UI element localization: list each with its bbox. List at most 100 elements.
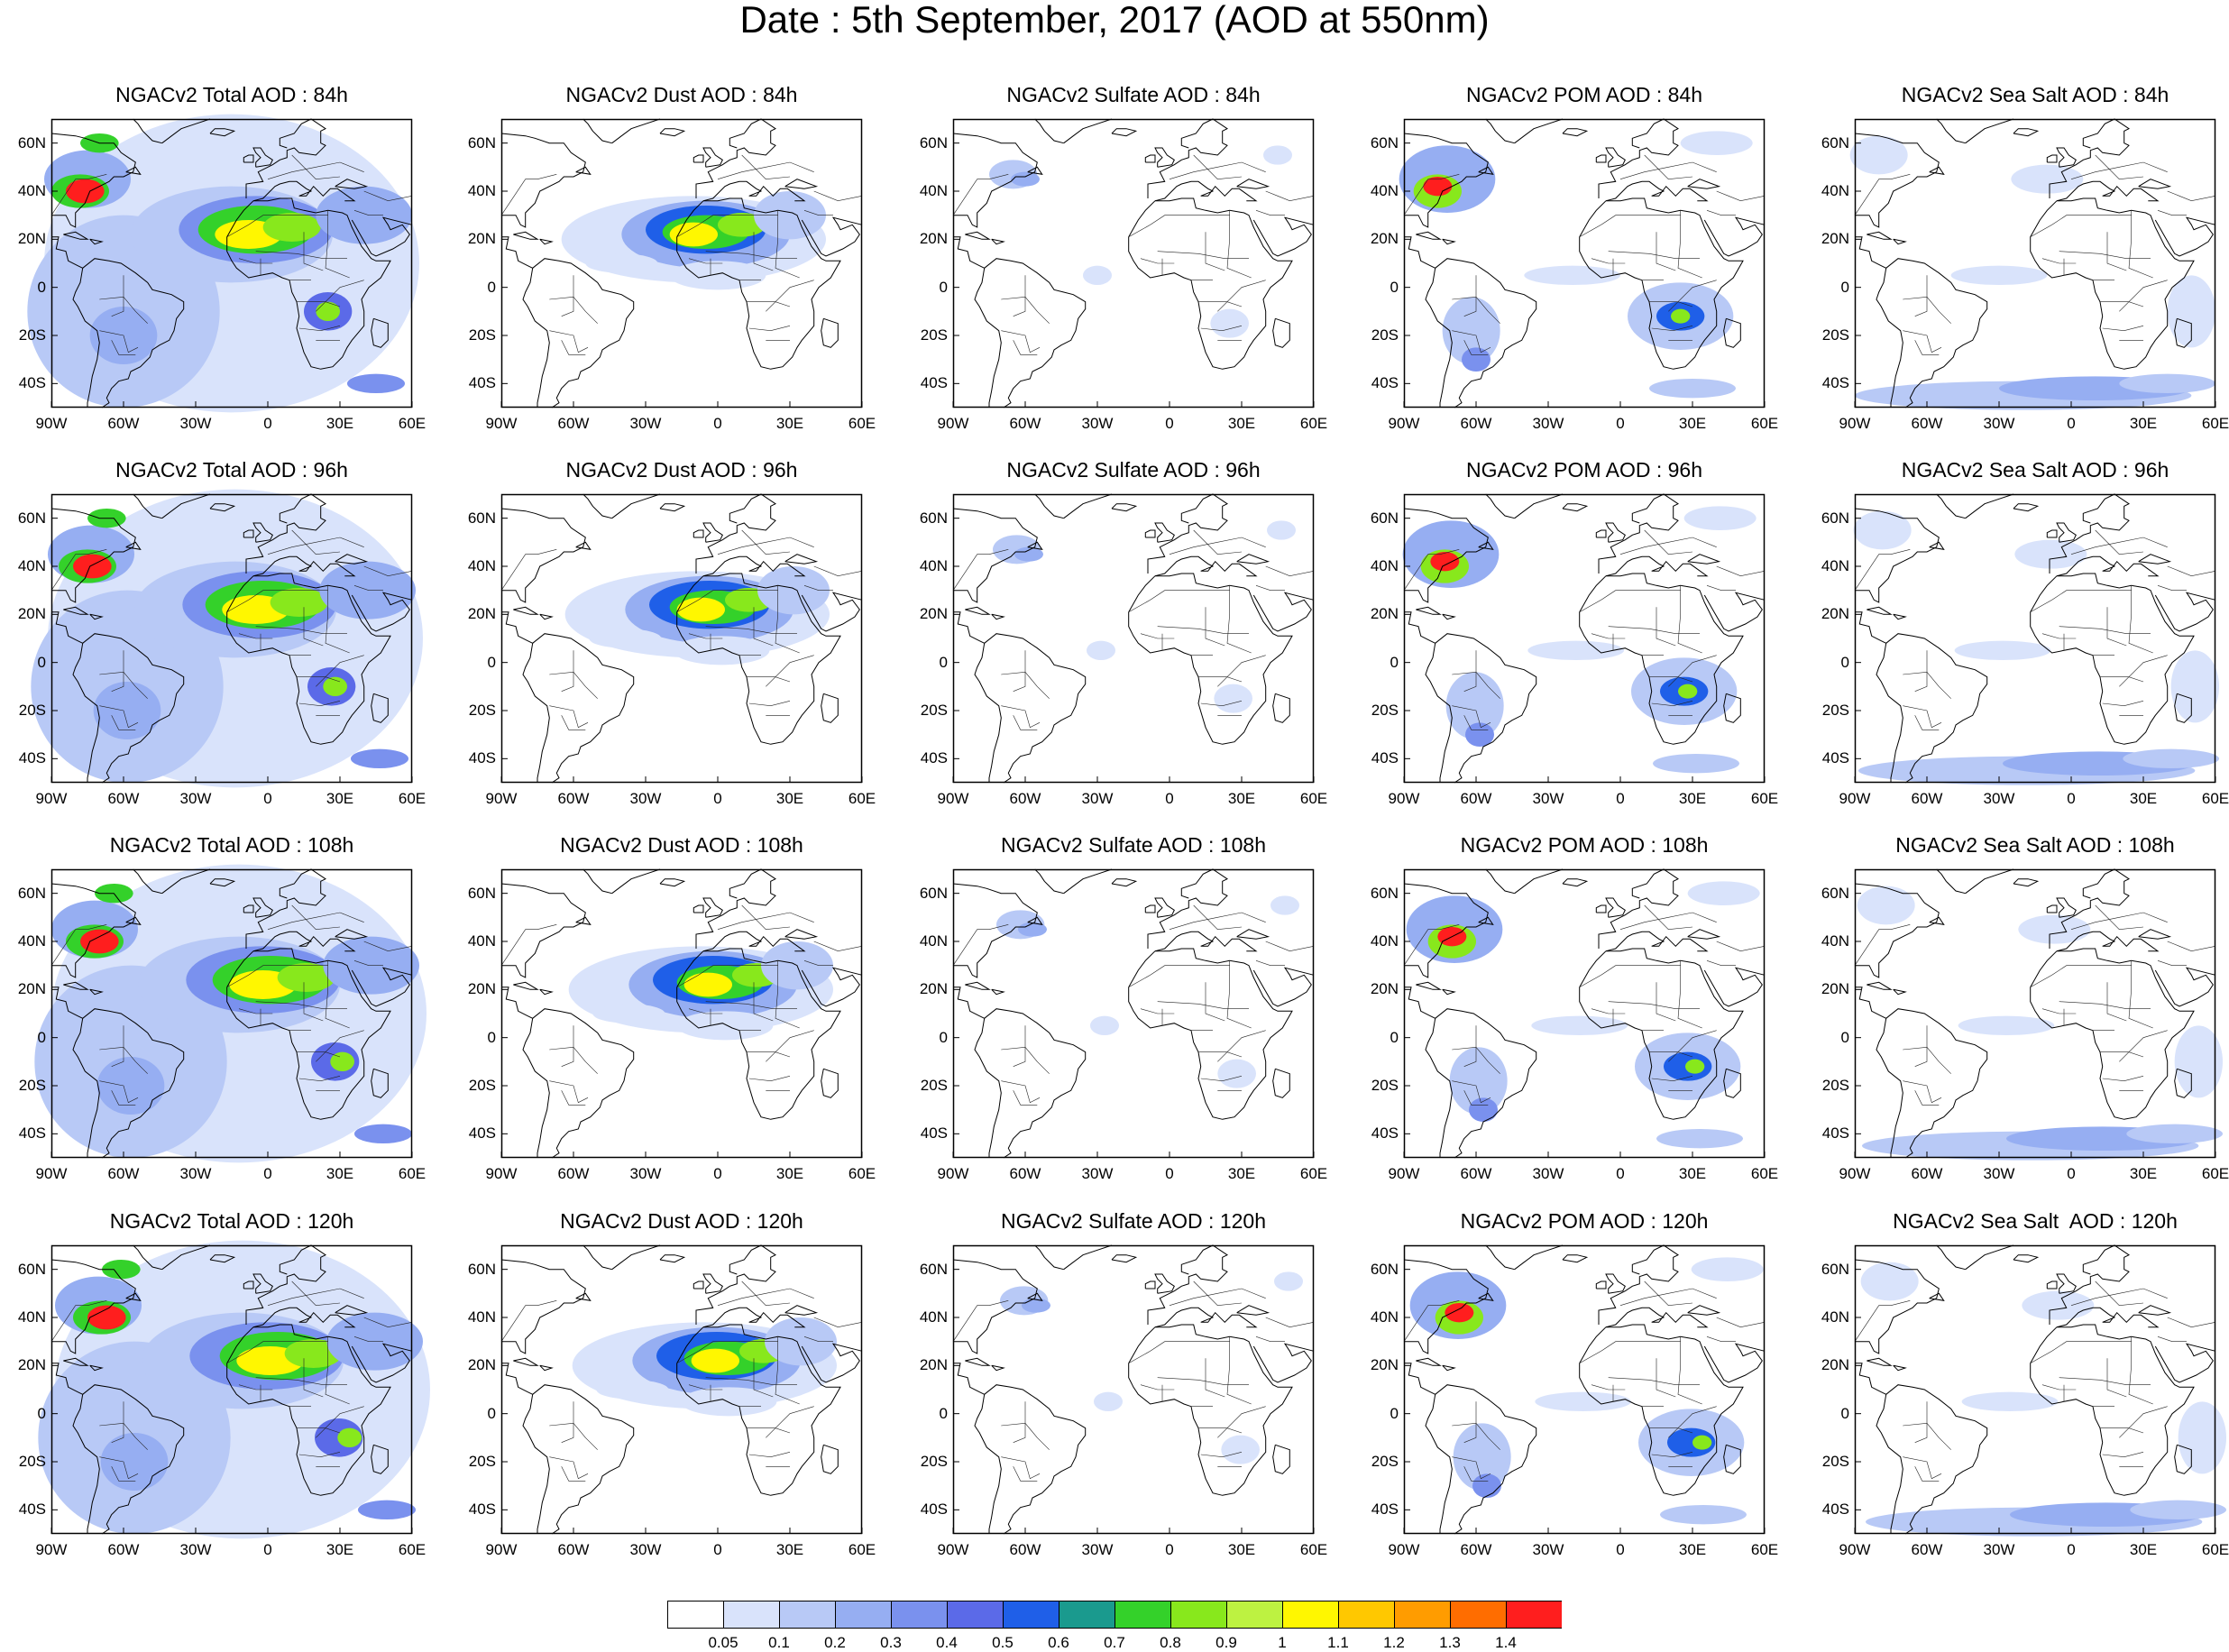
aerosol-patch	[347, 373, 405, 394]
colorbar-tick-label: 1.1	[1327, 1634, 1349, 1651]
aerosol-patch	[1221, 1435, 1260, 1464]
colorbar-swatch	[1282, 1601, 1339, 1629]
latitude-tick-label: 20N	[17, 1356, 46, 1374]
latitude-tick-label: 40S	[18, 1501, 46, 1519]
longitude-tick-label: 60W	[557, 1541, 590, 1558]
latitude-tick-label: 40S	[18, 749, 46, 767]
panel-title: NGACv2 Sulfate AOD : 96h	[1006, 458, 1261, 482]
longitude-tick-label: 30E	[326, 790, 354, 807]
aerosol-patch	[691, 1348, 739, 1373]
aod-map-sulfate	[952, 1244, 1315, 1535]
latitude-tick-label: 60N	[1370, 133, 1399, 151]
longitude-tick-label: 0	[713, 1541, 722, 1558]
aerosol-field	[34, 864, 427, 1163]
longitude-tick-label: 90W	[35, 1165, 68, 1182]
aerosol-patch	[354, 1124, 412, 1143]
latitude-tick-label: 60N	[919, 509, 948, 527]
latitude-tick-label: 40S	[468, 1501, 496, 1519]
aerosol-patch	[1022, 1298, 1050, 1313]
aod-map-total	[34, 864, 427, 1163]
aerosol-field	[38, 1240, 430, 1539]
aod-map-seasalt	[1854, 868, 2223, 1161]
longitude-tick-label: 30W	[1532, 1541, 1564, 1558]
aerosol-field	[1409, 1257, 1764, 1525]
aod-map-total	[38, 1240, 430, 1539]
latitude-tick-label: 40N	[17, 932, 46, 950]
aerosol-patch	[1014, 546, 1043, 562]
coastlines	[1403, 493, 1766, 784]
aerosol-patch	[1083, 265, 1112, 285]
latitude-tick-label: 60N	[1821, 133, 1849, 151]
longitude-tick-label: 30W	[1081, 415, 1114, 432]
latitude-tick-label: 60N	[17, 884, 46, 902]
aerosol-patch	[669, 261, 766, 290]
aerosol-patch	[1649, 379, 1736, 399]
longitude-tick-label: 60W	[1460, 1541, 1492, 1558]
panel-title: NGACv2 Dust AOD : 120h	[560, 1209, 803, 1233]
coastlines	[500, 868, 863, 1159]
coastlines	[1854, 868, 2216, 1159]
longitude-tick-label: 60E	[2201, 1165, 2229, 1182]
aerosol-patch	[270, 588, 328, 617]
latitude-tick-label: 20N	[467, 605, 496, 623]
aerosol-patch	[1692, 1435, 1712, 1450]
latitude-tick-label: 60N	[919, 884, 948, 902]
coastlines	[1403, 1244, 1766, 1535]
longitude-tick-label: 30E	[775, 415, 804, 432]
longitude-tick-label: 30E	[1227, 790, 1256, 807]
longitude-tick-label: 60W	[557, 415, 590, 432]
longitude-tick-label: 30E	[1678, 790, 1707, 807]
latitude-tick-label: 20N	[1821, 605, 1849, 623]
colorbar-tick-label: 0.5	[992, 1634, 1014, 1651]
latitude-tick-label: 0	[1390, 278, 1399, 296]
longitude-tick-label: 60W	[557, 1165, 590, 1182]
aerosol-patch	[1018, 922, 1047, 937]
longitude-tick-label: 30W	[1081, 1165, 1114, 1182]
map-frame	[1403, 1244, 1766, 1535]
longitude-tick-label: 60W	[1009, 790, 1041, 807]
aerosol-patch	[1660, 1505, 1747, 1525]
aerosol-field	[1849, 135, 2215, 410]
latitude-tick-label: 0	[1840, 1028, 1849, 1046]
aod-map-sulfate	[952, 118, 1315, 408]
longitude-tick-label: 60W	[1009, 1541, 1041, 1558]
longitude-tick-label: 30W	[179, 790, 212, 807]
latitude-tick-label: 20S	[468, 1077, 496, 1094]
map-frame	[50, 493, 413, 784]
latitude-tick-label: 40N	[1370, 557, 1399, 574]
longitude-tick-label: 60E	[1299, 790, 1328, 807]
aerosol-patch	[592, 1004, 665, 1023]
latitude-tick-label: 60N	[467, 509, 496, 527]
latitude-tick-label: 20N	[17, 605, 46, 623]
latitude-tick-label: 0	[37, 1028, 46, 1046]
longitude-tick-label: 0	[2067, 1541, 2076, 1558]
latitude-tick-label: 40S	[920, 1124, 948, 1143]
latitude-tick-label: 20N	[467, 980, 496, 998]
aerosol-field	[1406, 881, 1760, 1149]
aerosol-patch	[680, 1387, 777, 1417]
latitude-tick-label: 60N	[467, 1260, 496, 1278]
aerosol-patch	[2170, 650, 2219, 723]
aerosol-patch	[351, 748, 408, 768]
latitude-tick-label: 20S	[468, 326, 496, 344]
aod-map-sulfate	[952, 493, 1315, 784]
longitude-tick-label: 30W	[1983, 790, 2015, 807]
colorbar-swatch	[891, 1601, 948, 1629]
panel-title: NGACv2 Sea Salt AOD : 108h	[1895, 833, 2175, 857]
longitude-tick-label: 30E	[775, 1541, 804, 1558]
longitude-tick-label: 30E	[2129, 415, 2158, 432]
latitude-tick-label: 40N	[17, 182, 46, 199]
colorbar-swatch	[1226, 1601, 1283, 1629]
longitude-tick-label: 0	[263, 790, 272, 807]
longitude-tick-label: 30E	[326, 1165, 354, 1182]
aod-map-total	[31, 489, 423, 788]
latitude-tick-label: 40N	[919, 557, 948, 574]
longitude-tick-label: 60E	[848, 1165, 876, 1182]
coastlines	[50, 868, 413, 1159]
aerosol-patch	[93, 682, 161, 739]
longitude-tick-label: 60W	[107, 1165, 140, 1182]
latitude-tick-label: 40S	[1371, 749, 1399, 767]
aerosol-field	[1857, 886, 2223, 1161]
latitude-tick-label: 20S	[920, 702, 948, 719]
latitude-tick-label: 60N	[1821, 1260, 1849, 1278]
